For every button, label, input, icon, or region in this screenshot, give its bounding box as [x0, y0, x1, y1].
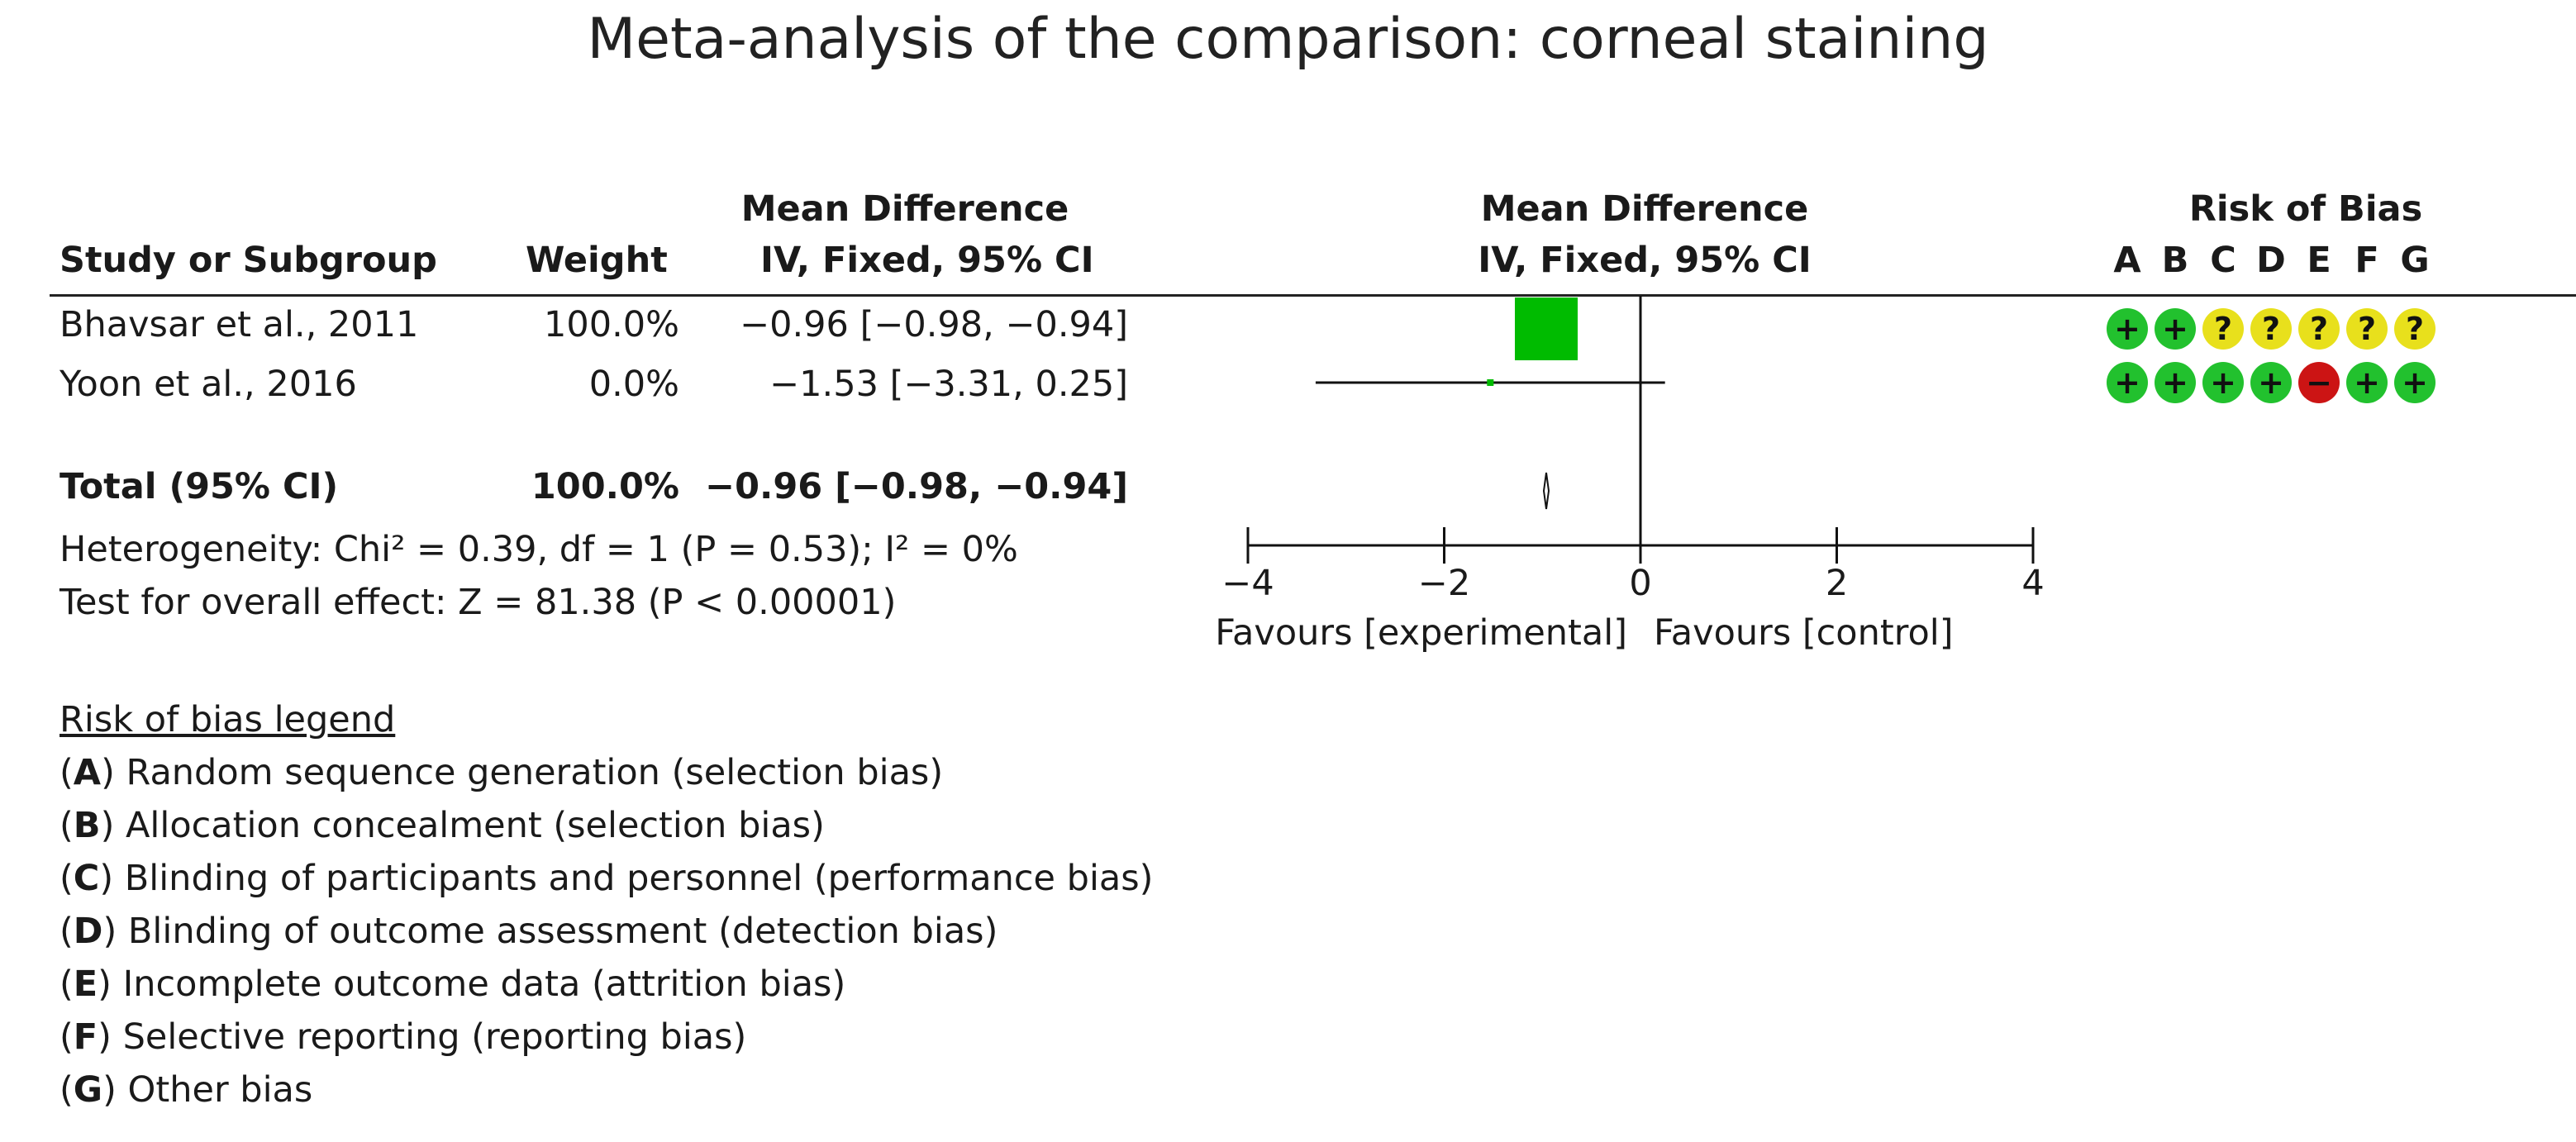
- legend-key: B: [73, 805, 101, 846]
- legend-text: Allocation concealment (selection bias): [114, 805, 825, 846]
- legend-text: Random sequence generation (selection bi…: [114, 752, 944, 793]
- legend-item: (C) Blinding of participants and personn…: [60, 858, 1154, 899]
- x-tick-label: 4: [2021, 563, 2044, 604]
- rob-column-b: B: [2161, 240, 2189, 281]
- legend-key: E: [73, 964, 98, 1005]
- legend-key: G: [73, 1069, 103, 1111]
- favours-control-label: Favours [control]: [1654, 612, 1954, 654]
- x-tick-label: 0: [1629, 563, 1651, 604]
- rob-low-risk-icon: +: [2250, 362, 2292, 403]
- rob-unclear-risk-icon: ?: [2346, 308, 2388, 350]
- rob-unclear-risk-icon: ?: [2202, 308, 2244, 350]
- rob-column-d: D: [2256, 240, 2286, 281]
- total-label: Total (95% CI): [60, 466, 339, 507]
- rob-unclear-risk-icon: ?: [2250, 308, 2292, 350]
- legend-key: C: [73, 858, 100, 899]
- study-square: [1487, 379, 1494, 386]
- rob-low-risk-icon: +: [2155, 308, 2196, 350]
- overall-effect-text: Test for overall effect: Z = 81.38 (P < …: [60, 582, 897, 623]
- legend-text: Selective reporting (reporting bias): [111, 1016, 747, 1058]
- rob-column-f: F: [2355, 240, 2379, 281]
- rob-column-g: G: [2400, 240, 2430, 281]
- heterogeneity-text: Heterogeneity: Chi² = 0.39, df = 1 (P = …: [60, 529, 1018, 570]
- legend-item: (E) Incomplete outcome data (attrition b…: [60, 964, 846, 1005]
- header-md-line1: Mean Difference: [740, 188, 1069, 230]
- legend-item: (G) Other bias: [60, 1069, 313, 1111]
- study-name: Bhavsar et al., 2011: [60, 304, 419, 345]
- x-tick-label: −2: [1418, 563, 1470, 604]
- rob-column-e: E: [2307, 240, 2331, 281]
- legend-text: Other bias: [116, 1069, 313, 1111]
- rob-column-c: C: [2210, 240, 2236, 281]
- rob-unclear-risk-icon: ?: [2298, 308, 2340, 350]
- total-weight: 100.0%: [531, 466, 679, 507]
- legend-text: Incomplete outcome data (attrition bias): [111, 964, 846, 1005]
- study-ci: −1.53 [−3.31, 0.25]: [769, 364, 1128, 405]
- rob-low-risk-icon: +: [2107, 362, 2148, 403]
- rob-low-risk-icon: +: [2155, 362, 2196, 403]
- plot-header-line1: Mean Difference: [1480, 188, 1809, 230]
- legend-item: (F) Selective reporting (reporting bias): [60, 1016, 747, 1058]
- legend-title: Risk of bias legend: [60, 699, 396, 740]
- legend-text: Blinding of outcome assessment (detectio…: [117, 911, 998, 952]
- header-weight: Weight: [526, 240, 668, 281]
- plot-header-line2: IV, Fixed, 95% CI: [1478, 240, 1812, 281]
- rob-high-risk-icon: −: [2298, 362, 2340, 403]
- header-md-line2: IV, Fixed, 95% CI: [760, 240, 1094, 281]
- legend-key: D: [73, 911, 103, 952]
- rob-low-risk-icon: +: [2107, 308, 2148, 350]
- rob-low-risk-icon: +: [2394, 362, 2436, 403]
- legend-key: A: [73, 752, 102, 793]
- study-square: [1515, 297, 1578, 360]
- study-weight: 100.0%: [544, 304, 679, 345]
- forest-plot: −4 −2 0 2 4 Favours [experimental] Favours [co…: [1215, 296, 2045, 654]
- pooled-diamond: [1542, 472, 1550, 510]
- rob-low-risk-icon: +: [2346, 362, 2388, 403]
- rob-title: Risk of Bias: [2188, 188, 2423, 230]
- legend-key: F: [73, 1016, 98, 1058]
- favours-experimental-label: Favours [experimental]: [1215, 612, 1627, 654]
- rob-unclear-risk-icon: ?: [2394, 308, 2436, 350]
- header-rule: [50, 294, 2576, 297]
- header-study: Study or Subgroup: [60, 240, 437, 281]
- x-tick-label: 2: [1826, 563, 1848, 604]
- total-ci: −0.96 [−0.98, −0.94]: [705, 466, 1128, 507]
- rob-column-a: A: [2113, 240, 2141, 281]
- page-title: Meta-analysis of the comparison: corneal…: [587, 7, 1989, 72]
- legend-text: Blinding of participants and personnel (…: [113, 858, 1154, 899]
- legend-item: (B) Allocation concealment (selection bi…: [60, 805, 825, 846]
- study-weight: 0.0%: [588, 364, 679, 405]
- rob-low-risk-icon: +: [2202, 362, 2244, 403]
- legend-item: (A) Random sequence generation (selectio…: [60, 752, 944, 793]
- x-tick-label: −4: [1221, 563, 1274, 604]
- study-name: Yoon et al., 2016: [60, 364, 357, 405]
- study-ci: −0.96 [−0.98, −0.94]: [740, 304, 1128, 345]
- legend-item: (D) Blinding of outcome assessment (dete…: [60, 911, 998, 952]
